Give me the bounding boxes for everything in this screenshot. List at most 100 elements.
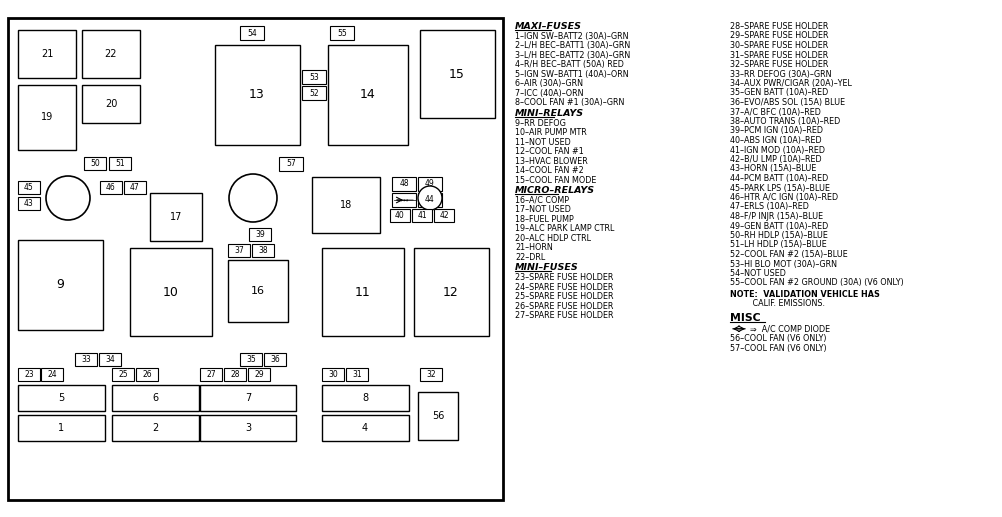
Bar [130, 248, 211, 336]
Text: 22–DRL: 22–DRL [514, 253, 545, 262]
Bar [322, 368, 344, 381]
Text: 47–ERLS (10A)–RED: 47–ERLS (10A)–RED [729, 203, 808, 211]
Bar [328, 45, 408, 145]
Circle shape [46, 176, 90, 220]
Bar [75, 353, 97, 366]
Text: 14–COOL FAN #2: 14–COOL FAN #2 [514, 166, 583, 175]
Text: 51–LH HDLP (15A)–BLUE: 51–LH HDLP (15A)–BLUE [729, 240, 826, 250]
Bar [264, 353, 286, 366]
Text: 50–RH HDLP (15A)–BLUE: 50–RH HDLP (15A)–BLUE [729, 231, 827, 240]
Text: 57: 57 [286, 160, 296, 169]
Text: 20–ALC HDLP CTRL: 20–ALC HDLP CTRL [514, 234, 590, 243]
Text: 56: 56 [432, 411, 444, 421]
Text: ⇒  A/C COMP DIODE: ⇒ A/C COMP DIODE [749, 325, 830, 334]
Text: 49–GEN BATT (10A)–RED: 49–GEN BATT (10A)–RED [729, 221, 828, 231]
Bar [18, 368, 40, 381]
Bar [322, 248, 404, 336]
Bar [248, 228, 271, 241]
Bar [302, 70, 326, 84]
Text: 12–COOL FAN #1: 12–COOL FAN #1 [514, 147, 583, 156]
Bar [346, 368, 368, 381]
Text: 21: 21 [41, 49, 53, 59]
Text: 29–SPARE FUSE HOLDER: 29–SPARE FUSE HOLDER [729, 32, 828, 40]
Bar [390, 209, 410, 222]
Bar [223, 368, 245, 381]
Bar [227, 260, 288, 322]
Bar [18, 30, 76, 78]
Text: 14: 14 [360, 88, 376, 101]
Bar [136, 368, 158, 381]
Text: 24–SPARE FUSE HOLDER: 24–SPARE FUSE HOLDER [514, 283, 613, 292]
Text: 7–ICC (40A)–ORN: 7–ICC (40A)–ORN [514, 89, 583, 98]
Text: 38: 38 [258, 246, 268, 255]
Text: 30–SPARE FUSE HOLDER: 30–SPARE FUSE HOLDER [729, 41, 828, 50]
Bar [100, 181, 122, 194]
Text: 20: 20 [104, 99, 117, 109]
Bar [392, 177, 416, 191]
Bar [8, 18, 502, 500]
Text: 16: 16 [250, 286, 265, 296]
Text: 19–ALC PARK LAMP CTRL: 19–ALC PARK LAMP CTRL [514, 224, 614, 233]
Text: 6: 6 [151, 393, 158, 403]
Text: 32–SPARE FUSE HOLDER: 32–SPARE FUSE HOLDER [729, 60, 828, 69]
Bar [412, 209, 432, 222]
Bar [330, 26, 354, 40]
Text: MINI–FUSES: MINI–FUSES [514, 263, 578, 272]
Text: 8–COOL FAN #1 (30A)–GRN: 8–COOL FAN #1 (30A)–GRN [514, 98, 624, 108]
Bar [312, 177, 380, 233]
Bar [247, 368, 270, 381]
Text: 27–SPARE FUSE HOLDER: 27–SPARE FUSE HOLDER [514, 311, 613, 320]
Bar [199, 368, 221, 381]
Text: 1: 1 [58, 423, 64, 433]
Text: 54: 54 [246, 28, 257, 38]
Bar [18, 197, 40, 210]
Text: 53: 53 [309, 72, 319, 82]
Text: 50: 50 [90, 159, 100, 168]
Text: 46–HTR A/C IGN (10A)–RED: 46–HTR A/C IGN (10A)–RED [729, 193, 838, 202]
Text: 40: 40 [395, 211, 405, 220]
Text: MAXI–FUSES: MAXI–FUSES [514, 22, 581, 31]
Bar [227, 244, 249, 257]
Text: 11–NOT USED: 11–NOT USED [514, 138, 570, 147]
Text: 52–COOL FAN #2 (15A)–BLUE: 52–COOL FAN #2 (15A)–BLUE [729, 250, 847, 259]
Text: CALIF. EMISSIONS.: CALIF. EMISSIONS. [729, 299, 825, 309]
Text: 55–COOL FAN #2 GROUND (30A) (V6 ONLY): 55–COOL FAN #2 GROUND (30A) (V6 ONLY) [729, 279, 903, 287]
Bar [322, 415, 409, 441]
Bar [420, 368, 442, 381]
Text: 31: 31 [352, 370, 362, 379]
Text: 49: 49 [425, 179, 435, 189]
Text: 42: 42 [439, 211, 448, 220]
Circle shape [228, 174, 277, 222]
Bar [41, 368, 63, 381]
Text: MINI–RELAYS: MINI–RELAYS [514, 109, 583, 118]
Text: 15–COOL FAN MODE: 15–COOL FAN MODE [514, 176, 596, 185]
Text: 2–L/H BEC–BATT1 (30A)–GRN: 2–L/H BEC–BATT1 (30A)–GRN [514, 41, 629, 50]
Text: ↤→: ↤→ [399, 197, 408, 203]
Text: 29: 29 [254, 370, 264, 379]
Bar [150, 193, 201, 241]
Text: 39: 39 [255, 230, 265, 239]
Text: 25–SPARE FUSE HOLDER: 25–SPARE FUSE HOLDER [514, 292, 613, 301]
Text: 38–AUTO TRANS (10A)–RED: 38–AUTO TRANS (10A)–RED [729, 117, 840, 126]
Bar [124, 181, 146, 194]
Text: 27: 27 [206, 370, 215, 379]
Text: 5–IGN SW–BATT1 (40A)–ORN: 5–IGN SW–BATT1 (40A)–ORN [514, 70, 628, 79]
Text: 42–B/U LMP (10A)–RED: 42–B/U LMP (10A)–RED [729, 155, 821, 164]
Bar [199, 415, 296, 441]
Text: 7: 7 [244, 393, 250, 403]
Bar [82, 30, 140, 78]
Text: 45–PARK LPS (15A)–BLUE: 45–PARK LPS (15A)–BLUE [729, 184, 830, 192]
Text: 13: 13 [248, 88, 265, 101]
Text: 3–L/H BEC–BATT2 (30A)–GRN: 3–L/H BEC–BATT2 (30A)–GRN [514, 51, 629, 60]
Bar [414, 248, 489, 336]
Bar [418, 193, 442, 207]
Text: 3: 3 [244, 423, 250, 433]
Bar [214, 45, 300, 145]
Text: 1–IGN SW–BATT2 (30A)–GRN: 1–IGN SW–BATT2 (30A)–GRN [514, 32, 628, 41]
Bar [239, 353, 262, 366]
Text: 54–NOT USED: 54–NOT USED [729, 269, 786, 278]
Text: 33: 33 [81, 355, 91, 364]
Text: 55: 55 [337, 28, 347, 38]
Bar [109, 157, 131, 170]
Text: 43: 43 [24, 199, 34, 208]
